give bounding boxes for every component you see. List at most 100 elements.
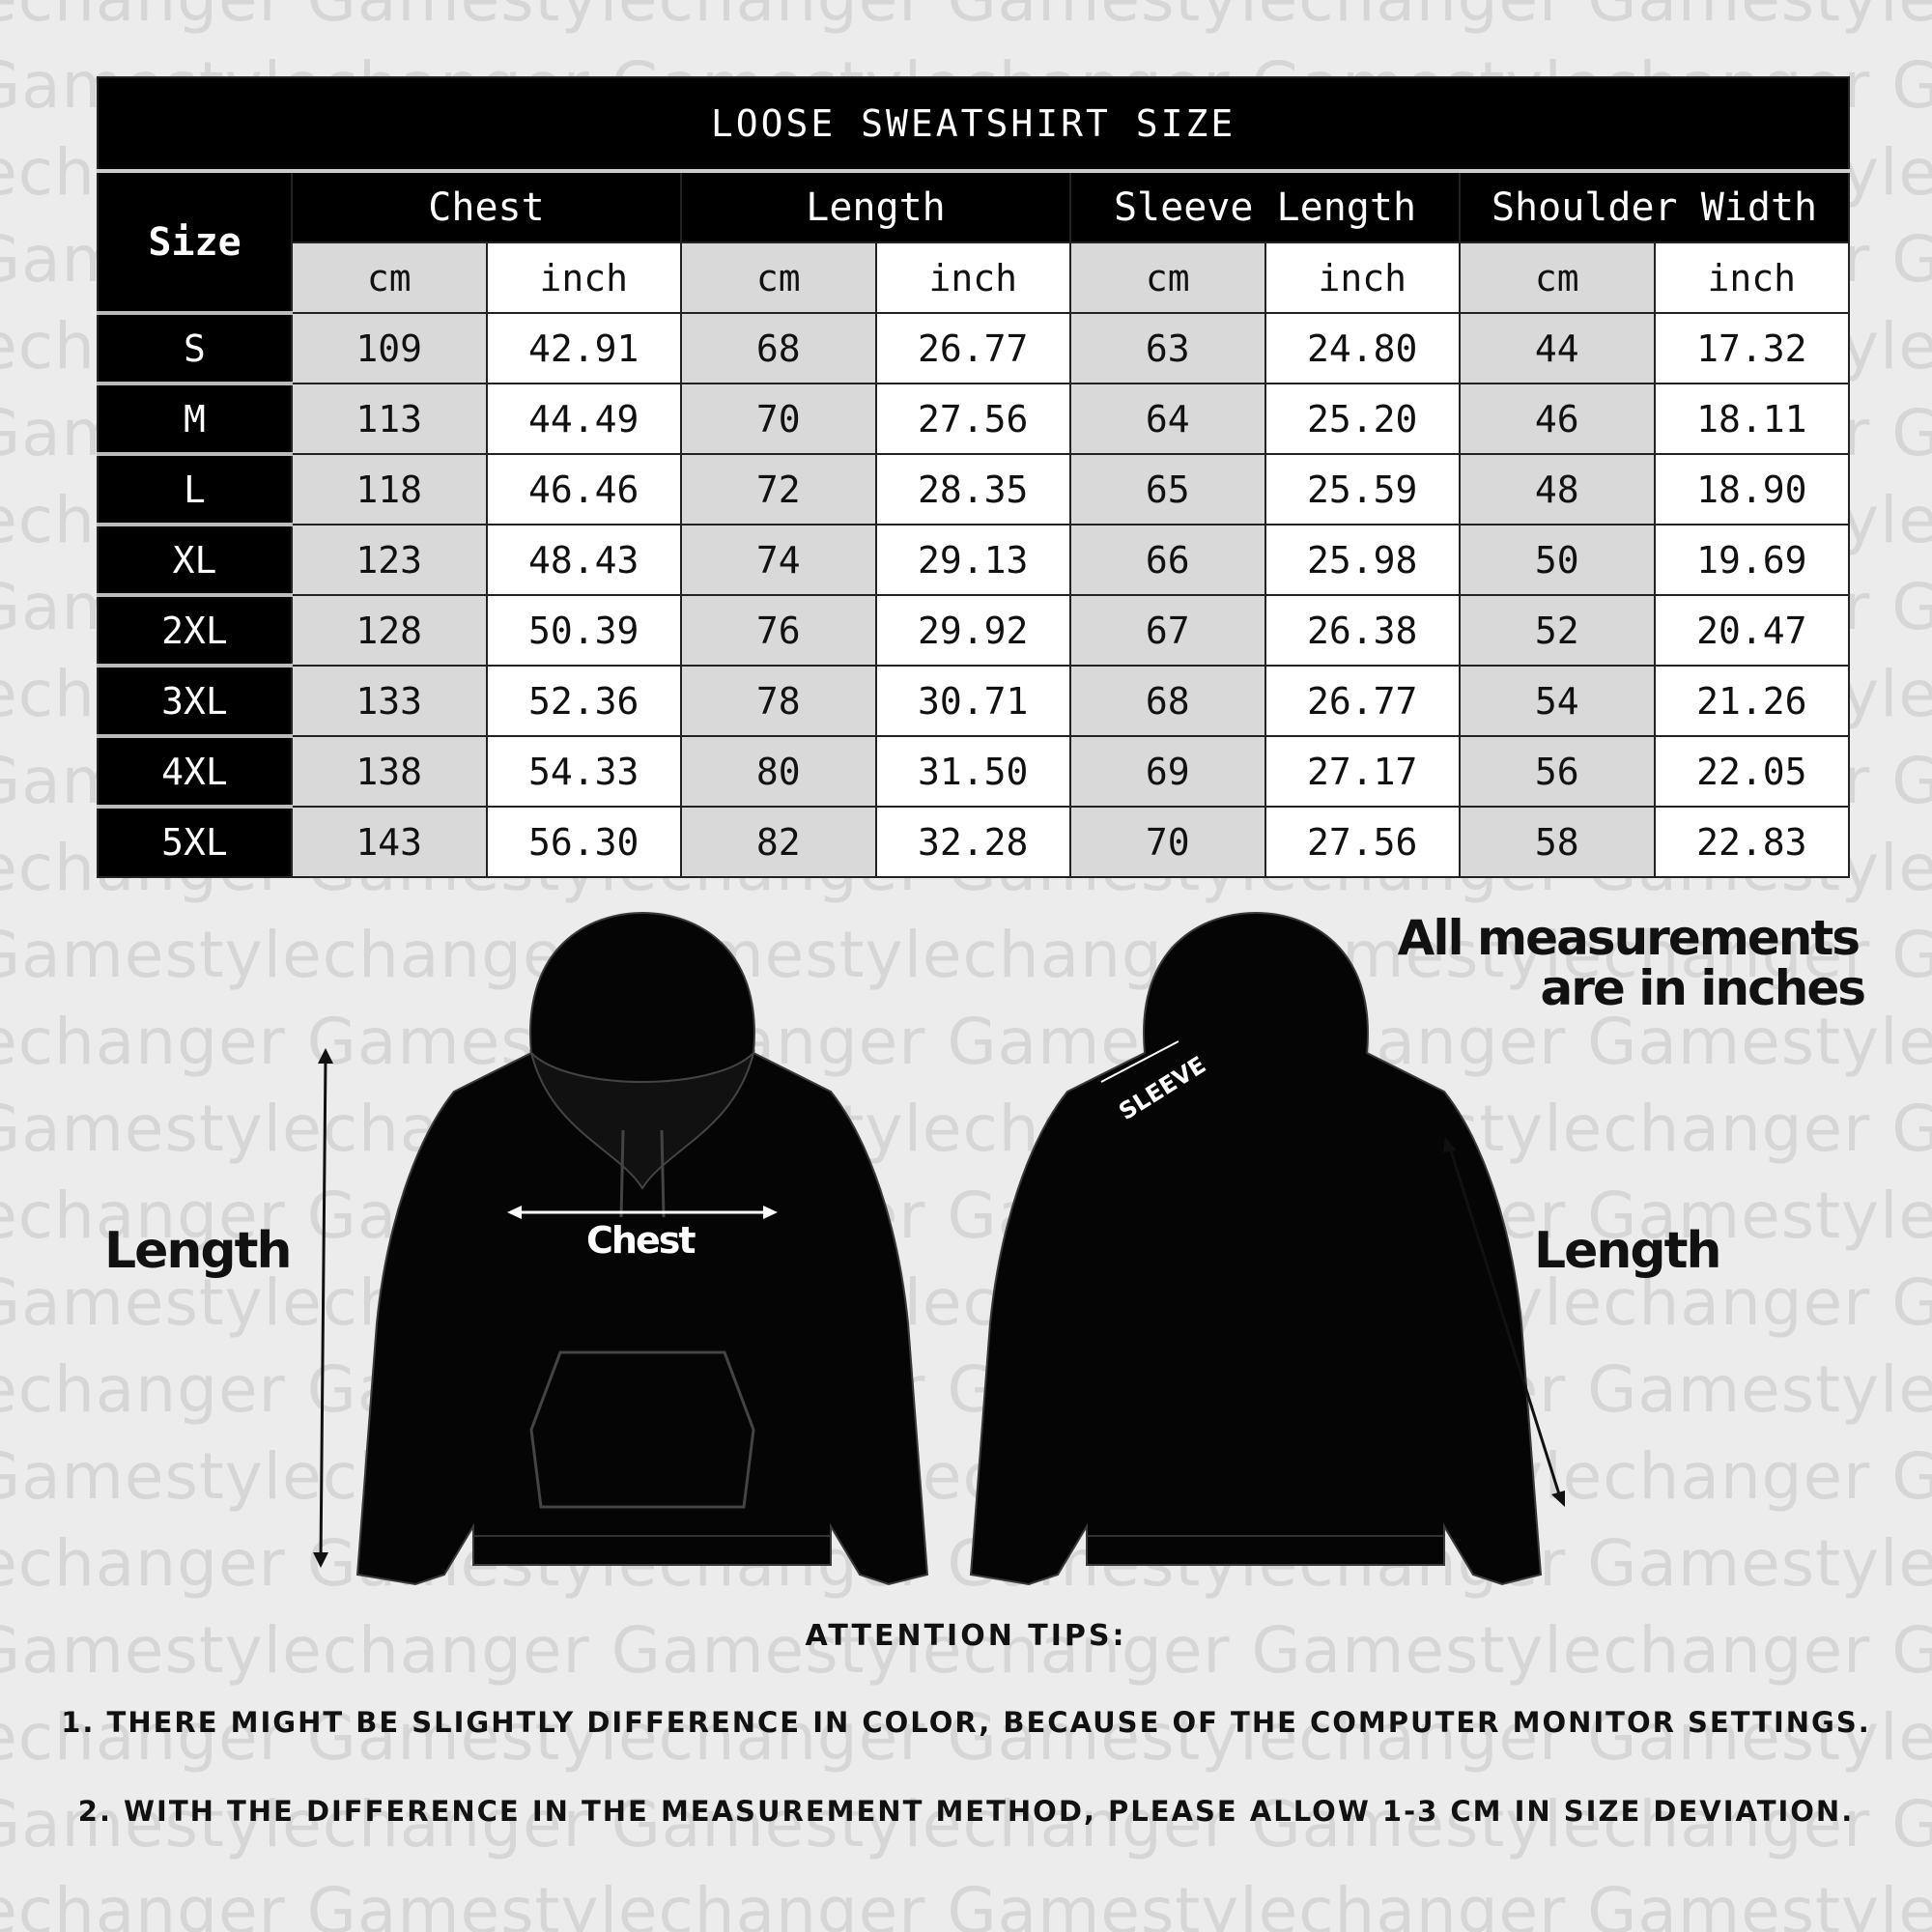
- size-cell: 3XL: [97, 664, 293, 737]
- value-cell: 44: [1459, 312, 1656, 384]
- value-cell: 31.50: [874, 735, 1071, 808]
- unit-header-cm: cm: [1069, 242, 1266, 314]
- value-cell: 26.77: [1264, 665, 1461, 737]
- value-cell: 123: [291, 524, 488, 596]
- unit-header-cm: cm: [291, 242, 488, 314]
- size-chart-table: LOOSE SWEATSHIRT SIZE Size Chest Length …: [96, 76, 1851, 878]
- table-row: L 118 46.46 72 28.35 65 25.59 48 18.90: [97, 452, 1851, 526]
- shoulder-width-header: Shoulder Width: [1458, 170, 1851, 243]
- value-cell: 29.92: [874, 594, 1071, 667]
- value-cell: 42.91: [485, 312, 682, 384]
- hoodie-back-shape: [969, 911, 1543, 1586]
- value-cell: 58: [1459, 806, 1656, 878]
- tip-2: 2. WITH THE DIFFERENCE IN THE MEASUREMEN…: [77, 1795, 1855, 1828]
- value-cell: 29.13: [874, 524, 1071, 596]
- length-header: Length: [680, 170, 1071, 243]
- hoodie-front-illustration: [355, 911, 929, 1586]
- value-cell: 66: [1069, 524, 1266, 596]
- value-cell: 70: [680, 383, 877, 455]
- tip-1: 1. THERE MIGHT BE SLIGHTLY DIFFERENCE IN…: [61, 1706, 1871, 1739]
- size-cell: 4XL: [97, 734, 293, 808]
- unit-header-inch: inch: [874, 242, 1071, 314]
- value-cell: 25.98: [1264, 524, 1461, 596]
- value-cell: 118: [291, 453, 488, 526]
- table-row: 3XL 133 52.36 78 30.71 68 26.77 54 21.26: [97, 664, 1851, 737]
- table-row: 5XL 143 56.30 82 32.28 70 27.56 58 22.83: [97, 805, 1851, 878]
- value-cell: 76: [680, 594, 877, 667]
- value-cell: 32.28: [874, 806, 1071, 878]
- value-cell: 26.77: [874, 312, 1071, 384]
- length-label-left: Length: [104, 1222, 293, 1280]
- watermark-row: Gamestylechanger Gamestylechanger Gamest…: [0, 1874, 1932, 1932]
- value-cell: 27.56: [874, 383, 1071, 455]
- value-cell: 113: [291, 383, 488, 455]
- value-cell: 25.20: [1264, 383, 1461, 455]
- value-cell: 25.59: [1264, 453, 1461, 526]
- value-cell: 72: [680, 453, 877, 526]
- value-cell: 63: [1069, 312, 1266, 384]
- value-cell: 80: [680, 735, 877, 808]
- table-row: 4XL 138 54.33 80 31.50 69 27.17 56 22.05: [97, 734, 1851, 808]
- tips-heading: ATTENTION TIPS:: [805, 1619, 1127, 1653]
- value-cell: 82: [680, 806, 877, 878]
- value-cell: 54.33: [485, 735, 682, 808]
- value-cell: 30.71: [874, 665, 1071, 737]
- hood-opening: [529, 1049, 755, 1190]
- value-cell: 28.35: [874, 453, 1071, 526]
- table-row: XL 123 48.43 74 29.13 66 25.98 50 19.69: [97, 523, 1851, 596]
- value-cell: 133: [291, 665, 488, 737]
- value-cell: 27.56: [1264, 806, 1461, 878]
- size-cell: 2XL: [97, 593, 293, 667]
- size-cell: L: [97, 452, 293, 526]
- value-cell: 138: [291, 735, 488, 808]
- table-row: 2XL 128 50.39 76 29.92 67 26.38 52 20.47: [97, 593, 1851, 667]
- size-cell: 5XL: [97, 805, 293, 878]
- size-cell: XL: [97, 523, 293, 596]
- value-cell: 46.46: [485, 453, 682, 526]
- value-cell: 48.43: [485, 524, 682, 596]
- value-cell: 143: [291, 806, 488, 878]
- value-cell: 64: [1069, 383, 1266, 455]
- value-cell: 27.17: [1264, 735, 1461, 808]
- value-cell: 22.83: [1653, 806, 1851, 878]
- chest-label: Chest: [586, 1219, 696, 1262]
- value-cell: 78: [680, 665, 877, 737]
- value-cell: 48: [1459, 453, 1656, 526]
- pocket: [529, 1350, 755, 1509]
- sleeve-arrow: [1100, 1040, 1179, 1083]
- measurements-note-1: All measurements: [1397, 910, 1861, 966]
- value-cell: 19.69: [1653, 524, 1851, 596]
- value-cell: 68: [680, 312, 877, 384]
- table-title: LOOSE SWEATSHIRT SIZE: [96, 76, 1851, 173]
- length-arrow-left: [313, 1048, 333, 1568]
- value-cell: 56: [1459, 735, 1656, 808]
- value-cell: 50.39: [485, 594, 682, 667]
- value-cell: 18.11: [1653, 383, 1851, 455]
- value-cell: 20.47: [1653, 594, 1851, 667]
- unit-header-cm: cm: [1459, 242, 1656, 314]
- size-cell: S: [97, 311, 293, 384]
- value-cell: 21.26: [1653, 665, 1851, 737]
- chest-header: Chest: [291, 170, 682, 243]
- value-cell: 56.30: [485, 806, 682, 878]
- value-cell: 74: [680, 524, 877, 596]
- measurements-note-2: are in inches: [1540, 960, 1866, 1016]
- length-label-right: Length: [1534, 1222, 1722, 1280]
- value-cell: 70: [1069, 806, 1266, 878]
- value-cell: 44.49: [485, 383, 682, 455]
- value-cell: 128: [291, 594, 488, 667]
- unit-header-cm: cm: [680, 242, 877, 314]
- value-cell: 109: [291, 312, 488, 384]
- value-cell: 52.36: [485, 665, 682, 737]
- unit-header-inch: inch: [485, 242, 682, 314]
- value-cell: 69: [1069, 735, 1266, 808]
- value-cell: 18.90: [1653, 453, 1851, 526]
- value-cell: 24.80: [1264, 312, 1461, 384]
- value-cell: 65: [1069, 453, 1266, 526]
- value-cell: 26.38: [1264, 594, 1461, 667]
- sleeve-length-header: Sleeve Length: [1069, 170, 1461, 243]
- unit-header-inch: inch: [1653, 242, 1851, 314]
- value-cell: 46: [1459, 383, 1656, 455]
- unit-header-inch: inch: [1264, 242, 1461, 314]
- size-header: Size: [97, 170, 293, 314]
